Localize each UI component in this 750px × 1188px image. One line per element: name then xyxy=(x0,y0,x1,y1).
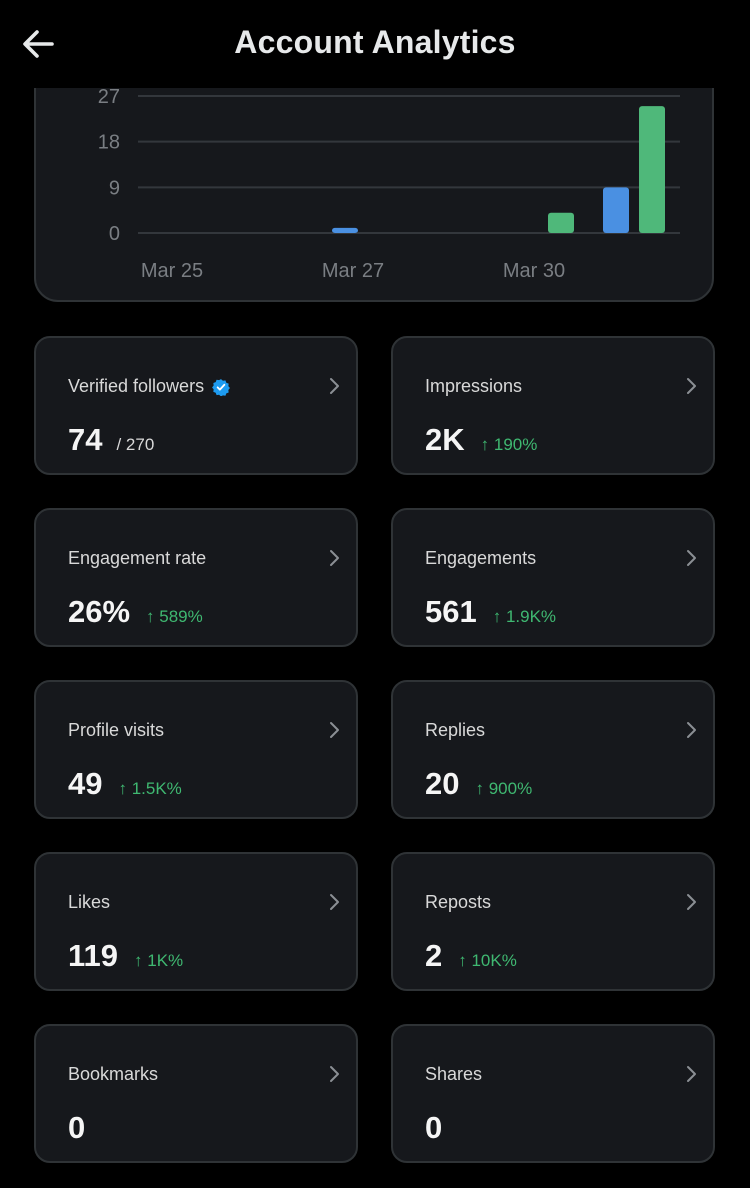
metric-value: 74 xyxy=(68,422,103,457)
metric-change: ↑ 589% xyxy=(146,607,203,626)
y-tick-label: 0 xyxy=(109,223,120,245)
metric-label-text: Likes xyxy=(68,892,111,912)
metric-change: ↑ 1K% xyxy=(134,951,184,970)
metric-card-impressions[interactable]: Impressions 2K ↑ 190% xyxy=(391,336,715,475)
metric-label: Likes xyxy=(68,892,110,913)
metric-value-row: 0 xyxy=(425,1110,442,1146)
bar-mar-30[interactable] xyxy=(548,212,574,233)
page-title: Account Analytics xyxy=(234,24,516,60)
metric-label-text: Reposts xyxy=(425,892,492,912)
bar-mar-27[interactable] xyxy=(332,227,358,233)
metric-label-text: Profile visits xyxy=(68,720,165,740)
chevron-right-icon xyxy=(328,892,342,912)
metric-change: ↑ 10K% xyxy=(458,951,517,970)
metric-label-text: Bookmarks xyxy=(68,1064,159,1084)
chevron-right-icon xyxy=(685,892,699,912)
arrow-left-icon xyxy=(18,24,62,64)
metric-value: 0 xyxy=(68,1110,86,1145)
chevron-right-icon xyxy=(328,720,342,740)
metric-label: Reposts xyxy=(425,892,491,913)
x-tick-label: Mar 27 xyxy=(322,260,384,282)
metric-card-shares[interactable]: Shares 0 xyxy=(391,1024,715,1163)
metric-value: 2 xyxy=(425,938,443,973)
metric-total: / 270 xyxy=(116,435,155,454)
metric-label-text: Verified followers xyxy=(68,376,205,396)
y-tick-label: 9 xyxy=(109,177,120,199)
metric-value-row: 20 ↑ 900% xyxy=(425,766,532,802)
metric-card-likes[interactable]: Likes 119 ↑ 1K% xyxy=(34,852,358,991)
metric-change: ↑ 1.5K% xyxy=(118,779,182,798)
metric-label: Engagement rate xyxy=(68,548,206,569)
metric-label-text: Engagements xyxy=(425,548,537,568)
metric-label: Engagements xyxy=(425,548,536,569)
metric-value-row: 2 ↑ 10K% xyxy=(425,938,517,974)
metric-value-row: 74 / 270 xyxy=(68,422,154,458)
metric-card-reposts[interactable]: Reposts 2 ↑ 10K% xyxy=(391,852,715,991)
chevron-right-icon xyxy=(328,1064,342,1084)
metric-value-row: 26% ↑ 589% xyxy=(68,594,203,630)
metric-label: Shares xyxy=(425,1064,482,1085)
metric-change: ↑ 1.9K% xyxy=(492,607,557,626)
metric-value: 26% xyxy=(68,594,131,629)
metric-label-text: Impressions xyxy=(425,376,523,396)
chevron-right-icon xyxy=(328,548,342,568)
y-tick-label: 27 xyxy=(98,86,120,108)
metric-label-text: Engagement rate xyxy=(68,548,207,568)
chevron-right-icon xyxy=(685,720,699,740)
metric-label: Verified followers xyxy=(68,376,231,397)
metric-change: ↑ 190% xyxy=(480,435,538,454)
back-button[interactable] xyxy=(18,24,62,64)
metric-value: 119 xyxy=(68,938,119,973)
metric-label-text: Shares xyxy=(425,1064,483,1084)
x-tick-label: Mar 25 xyxy=(141,260,203,282)
metric-value: 49 xyxy=(68,766,103,801)
metric-value: 2K xyxy=(425,422,465,457)
metric-label: Replies xyxy=(425,720,485,741)
metric-card-bookmarks[interactable]: Bookmarks 0 xyxy=(34,1024,358,1163)
metric-card-profile-visits[interactable]: Profile visits 49 ↑ 1.5K% xyxy=(34,680,358,819)
metric-value-row: 49 ↑ 1.5K% xyxy=(68,766,182,802)
header: Account Analytics xyxy=(0,0,750,88)
metric-label-text: Replies xyxy=(425,720,486,740)
chevron-right-icon xyxy=(328,376,342,396)
bar-apr-1[interactable] xyxy=(639,106,665,233)
y-tick-label: 18 xyxy=(98,132,120,154)
chevron-right-icon xyxy=(685,376,699,396)
metric-card-verified-followers[interactable]: Verified followers 74 / 270 xyxy=(34,336,358,475)
engagement-bar-chart: 0 9 18 27 Mar 25 Mar 27 Mar 30 xyxy=(98,86,680,282)
metric-label: Bookmarks xyxy=(68,1064,158,1085)
metric-card-replies[interactable]: Replies 20 ↑ 900% xyxy=(391,680,715,819)
metric-card-engagement-rate[interactable]: Engagement rate 26% ↑ 589% xyxy=(34,508,358,647)
metric-value-row: 2K ↑ 190% xyxy=(425,422,537,458)
x-tick-label: Mar 30 xyxy=(503,260,565,282)
bar-mar-31[interactable] xyxy=(603,187,629,233)
metric-label: Profile visits xyxy=(68,720,164,741)
chevron-right-icon xyxy=(685,548,699,568)
metric-value: 561 xyxy=(425,594,477,629)
metric-value: 20 xyxy=(425,766,460,801)
chevron-right-icon xyxy=(685,1064,699,1084)
metric-value-row: 561 ↑ 1.9K% xyxy=(425,594,556,630)
metric-value-row: 0 xyxy=(68,1110,85,1146)
metric-change: ↑ 900% xyxy=(475,779,533,798)
metric-value: 0 xyxy=(425,1110,443,1145)
metric-value-row: 119 ↑ 1K% xyxy=(68,938,183,974)
verified-badge-icon xyxy=(212,378,231,396)
metric-label: Impressions xyxy=(425,376,522,397)
metric-card-engagements[interactable]: Engagements 561 ↑ 1.9K% xyxy=(391,508,715,647)
